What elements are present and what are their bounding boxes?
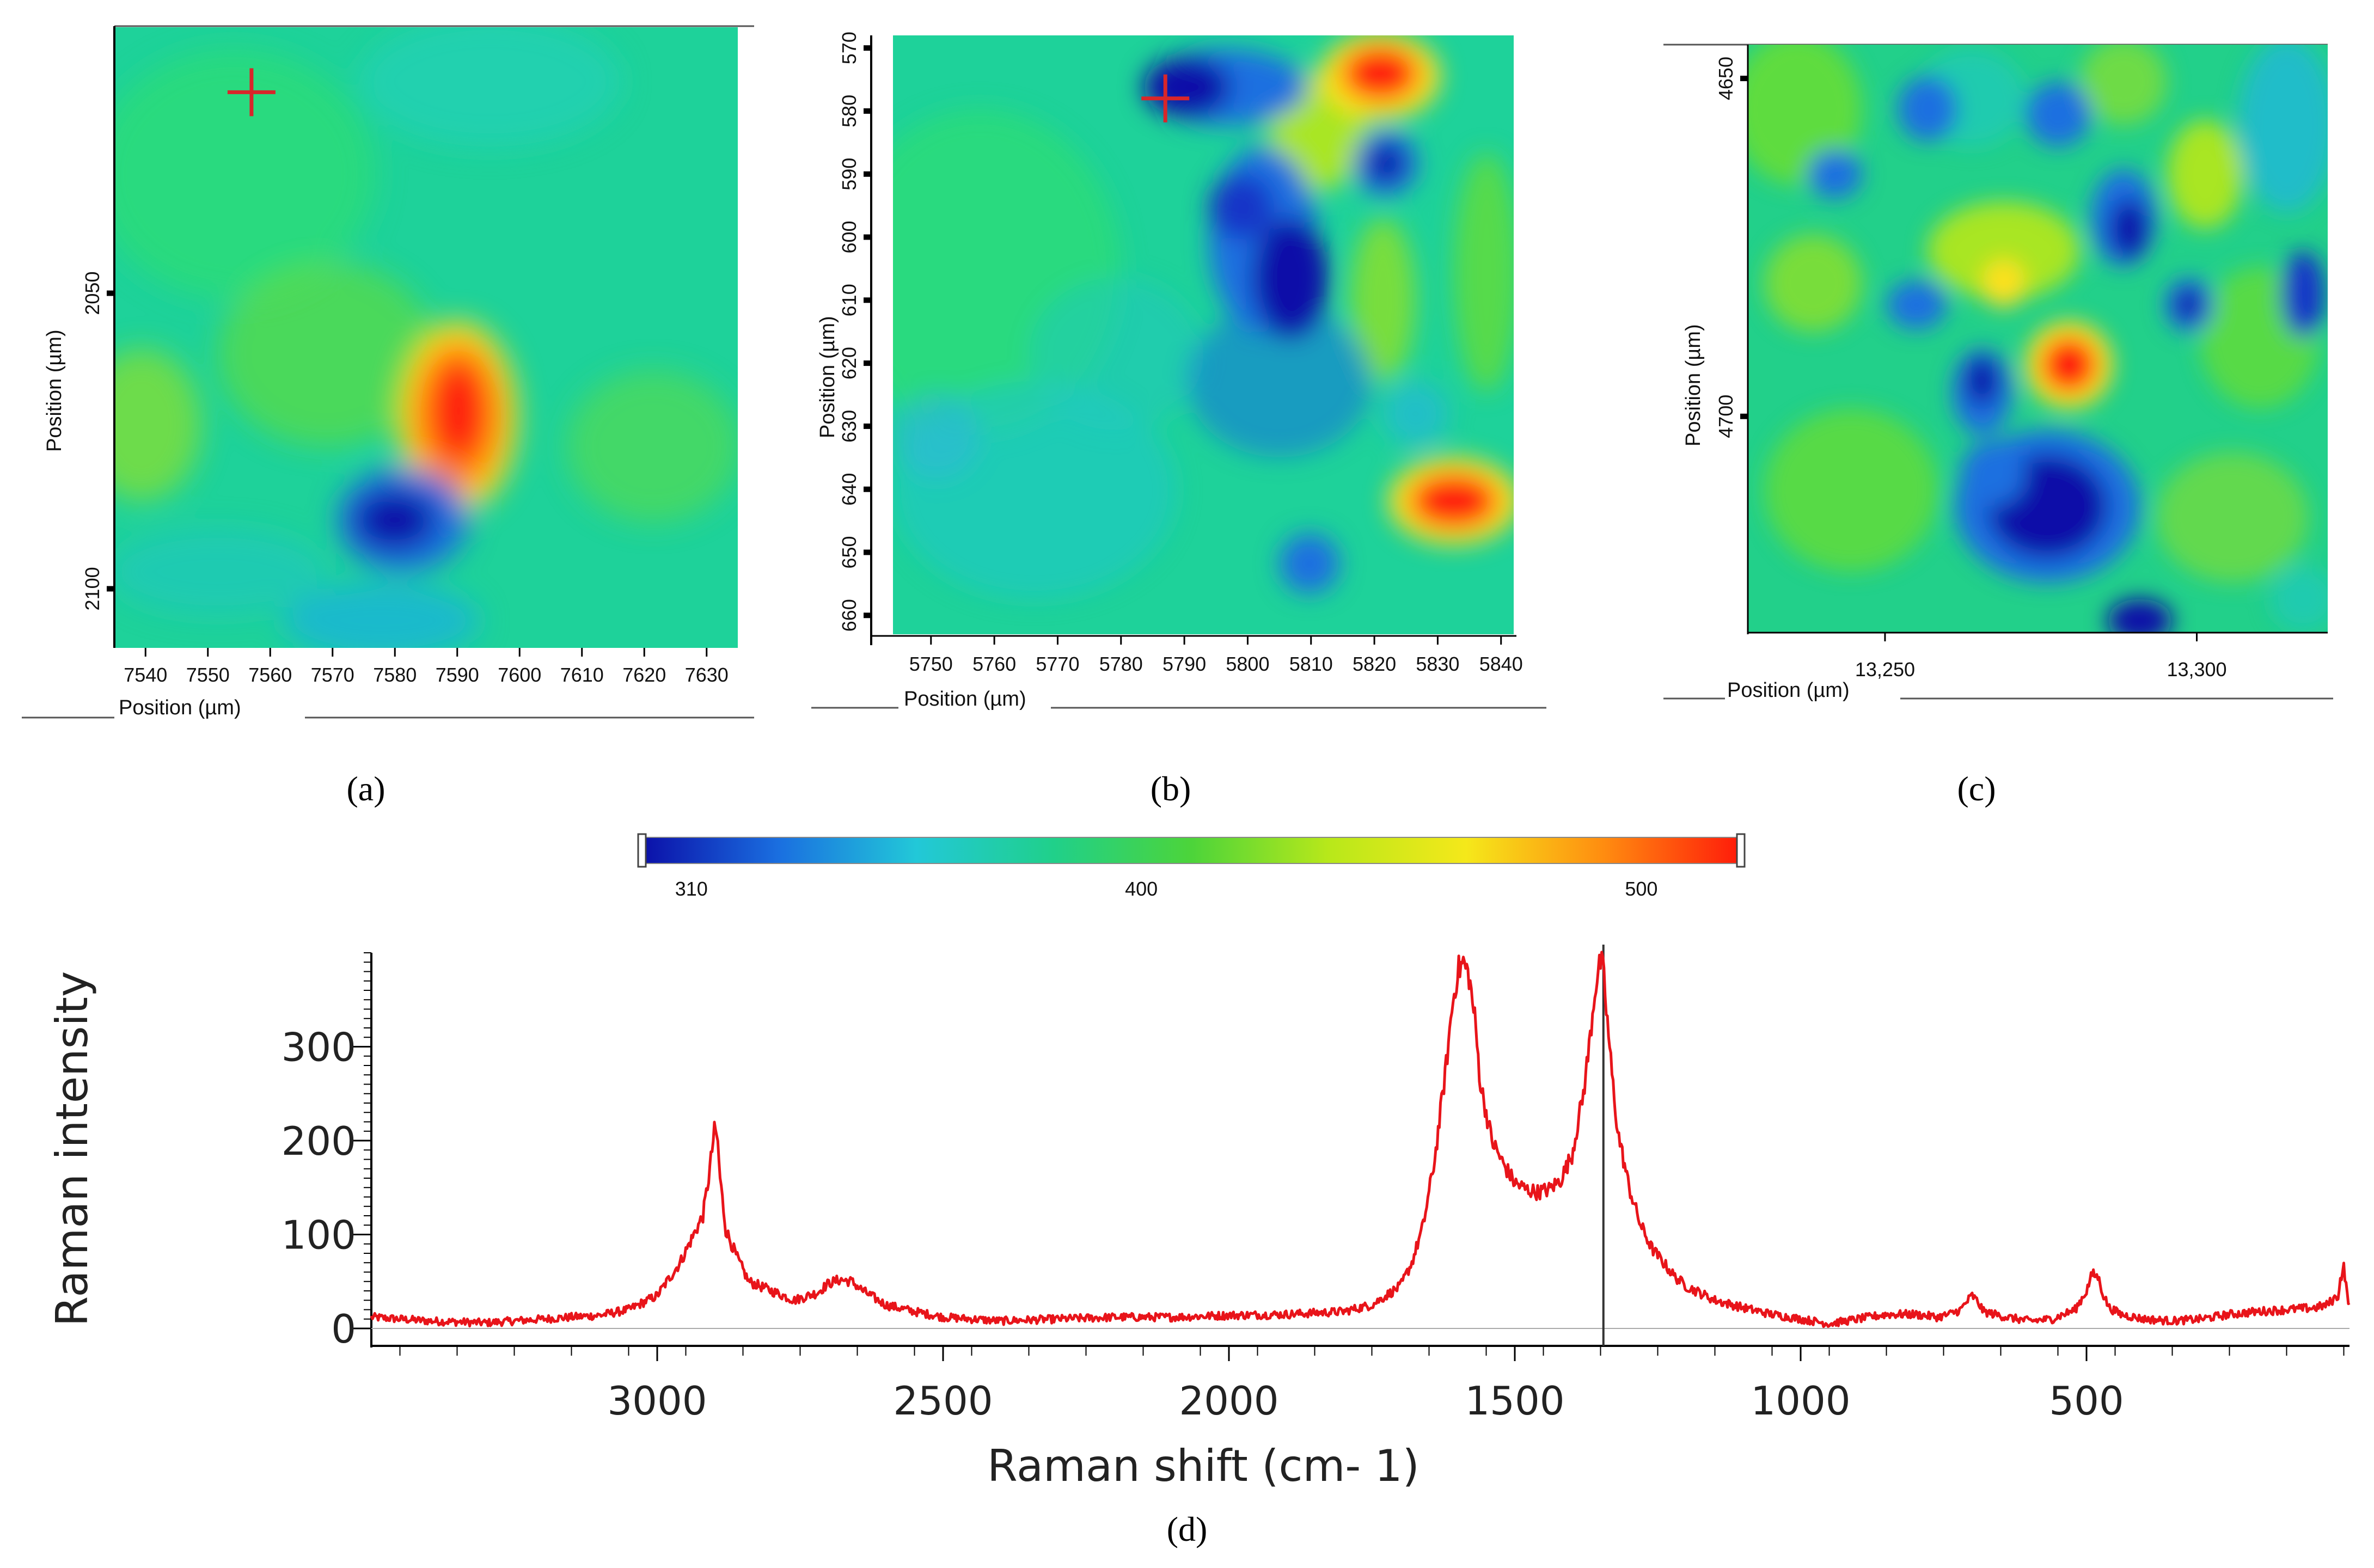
x-tick-label: 7580 xyxy=(373,664,417,686)
y-tick-label: 640 xyxy=(838,473,860,506)
y-tick-label: 630 xyxy=(838,410,860,443)
colorbar-tick-label: 400 xyxy=(1125,878,1158,900)
panel-c-x-label: Position (µm) xyxy=(1727,679,1850,702)
panel-b-x-ticks: 5750 5760 5770 5780 5790 5800 5810 5820 5830 5840 xyxy=(909,636,1523,675)
y-tick-label: 0 xyxy=(331,1306,356,1352)
x-tick-label: 7600 xyxy=(498,664,541,686)
x-tick-label: 1000 xyxy=(1751,1378,1850,1424)
x-tick-label: 7620 xyxy=(622,664,666,686)
spectrum-y-minor-ticks xyxy=(364,952,371,1329)
panel-a-caption: (a) xyxy=(346,769,385,808)
panel-b-y-ticks: 570 580 590 600 610 620 630 640 650 660 xyxy=(838,32,871,632)
panel-b-cross-marker xyxy=(1141,74,1190,122)
x-tick-label: 5760 xyxy=(972,653,1016,675)
panel-a-x-label: Position (µm) xyxy=(119,696,241,719)
x-tick-label: 5840 xyxy=(1479,653,1523,675)
x-tick-label: 5820 xyxy=(1353,653,1396,675)
colorbar: 310 400 500 xyxy=(637,833,1746,900)
x-tick-label: 5780 xyxy=(1099,653,1143,675)
x-tick-label: 7560 xyxy=(248,664,292,686)
y-tick-label: 590 xyxy=(838,158,860,191)
y-tick-label: 620 xyxy=(838,347,860,379)
panel-b-heatmap xyxy=(893,35,1514,634)
panel-c-y-label: Position (µm) xyxy=(1682,324,1705,446)
spectrum-series-line xyxy=(370,951,2351,1328)
panel-c-heatmap xyxy=(1748,45,2328,633)
panel-d-caption: (d) xyxy=(1167,1510,1208,1548)
panel-c-y-ticks: 4650 4700 xyxy=(1715,57,1748,438)
x-tick-label: 5830 xyxy=(1416,653,1459,675)
colorbar-gradient xyxy=(641,837,1742,864)
panel-a-cross-marker xyxy=(227,68,276,117)
x-tick-label: 500 xyxy=(2049,1378,2124,1424)
panel-d: 0 100 200 300 3000 2500 2000 1500 1000 500 Raman… xyxy=(47,945,2351,1548)
colorbar-right-handle[interactable] xyxy=(1736,833,1746,868)
y-tick-label: 4650 xyxy=(1715,57,1737,100)
x-tick-label: 2500 xyxy=(893,1378,993,1424)
spectrum-y-label: Raman intensity xyxy=(47,971,97,1327)
panel-b-y-label: Position (µm) xyxy=(816,316,839,438)
y-tick-label: 600 xyxy=(838,220,860,253)
x-tick-label: 5790 xyxy=(1162,653,1206,675)
y-tick-label: 660 xyxy=(838,599,860,632)
spectrum-x-minor-ticks xyxy=(399,1346,2345,1356)
x-tick-label: 5750 xyxy=(909,653,953,675)
panel-a-heatmap xyxy=(114,27,738,648)
y-tick-label: 610 xyxy=(838,284,860,316)
x-tick-label: 5800 xyxy=(1226,653,1269,675)
x-tick-label: 1500 xyxy=(1465,1378,1564,1424)
y-tick-label: 580 xyxy=(838,95,860,127)
panel-c: 4650 4700 13,250 13,300 Position (µm) Posi… xyxy=(1663,44,2333,808)
x-tick-label: 7590 xyxy=(436,664,479,686)
x-tick-label: 5810 xyxy=(1289,653,1333,675)
panel-a-y-ticks: 2050 2100 xyxy=(81,272,114,610)
x-tick-label: 2000 xyxy=(1179,1378,1278,1424)
spectrum-y-ticks: 0 100 200 300 xyxy=(282,1025,371,1352)
x-tick-label: 7540 xyxy=(124,664,167,686)
y-tick-label: 100 xyxy=(282,1212,356,1258)
x-tick-label: 13,250 xyxy=(1855,658,1915,681)
y-tick-label: 4700 xyxy=(1715,395,1737,438)
y-tick-label: 650 xyxy=(838,536,860,568)
colorbar-left-handle[interactable] xyxy=(637,833,647,868)
y-tick-label: 300 xyxy=(282,1025,356,1070)
panel-c-caption: (c) xyxy=(1957,769,1996,808)
colorbar-tick-label: 310 xyxy=(675,878,708,900)
x-tick-label: 13,300 xyxy=(2167,658,2226,681)
x-tick-label: 3000 xyxy=(607,1378,707,1424)
panel-a-y-label: Position (µm) xyxy=(43,329,66,452)
y-tick-label: 2100 xyxy=(81,567,103,610)
y-tick-label: 200 xyxy=(282,1118,356,1164)
colorbar-tick-label: 500 xyxy=(1625,878,1657,900)
x-tick-label: 7570 xyxy=(311,664,354,686)
x-tick-label: 7610 xyxy=(560,664,604,686)
x-tick-label: 5770 xyxy=(1036,653,1079,675)
x-tick-label: 7550 xyxy=(186,664,230,686)
x-tick-label: 7630 xyxy=(685,664,729,686)
panel-b-x-label: Position (µm) xyxy=(904,688,1026,710)
panel-a-x-ticks: 7540 7550 7560 7570 7580 7590 7600 7610 7620 7630 xyxy=(124,648,729,686)
spectrum-x-ticks: 3000 2500 2000 1500 1000 500 xyxy=(607,1346,2124,1424)
panel-c-x-ticks: 13,250 13,300 xyxy=(1855,633,2227,681)
y-tick-label: 2050 xyxy=(81,272,103,315)
y-tick-label: 570 xyxy=(838,32,860,64)
spectrum-x-label: Raman shift (cm- 1) xyxy=(987,1441,1419,1491)
panel-a: 2050 2100 7540 7550 7560 7570 7580 7590 7600 761… xyxy=(22,25,754,808)
panel-b-caption: (b) xyxy=(1151,769,1191,808)
colorbar-ticks: 310 400 500 xyxy=(675,878,1658,900)
